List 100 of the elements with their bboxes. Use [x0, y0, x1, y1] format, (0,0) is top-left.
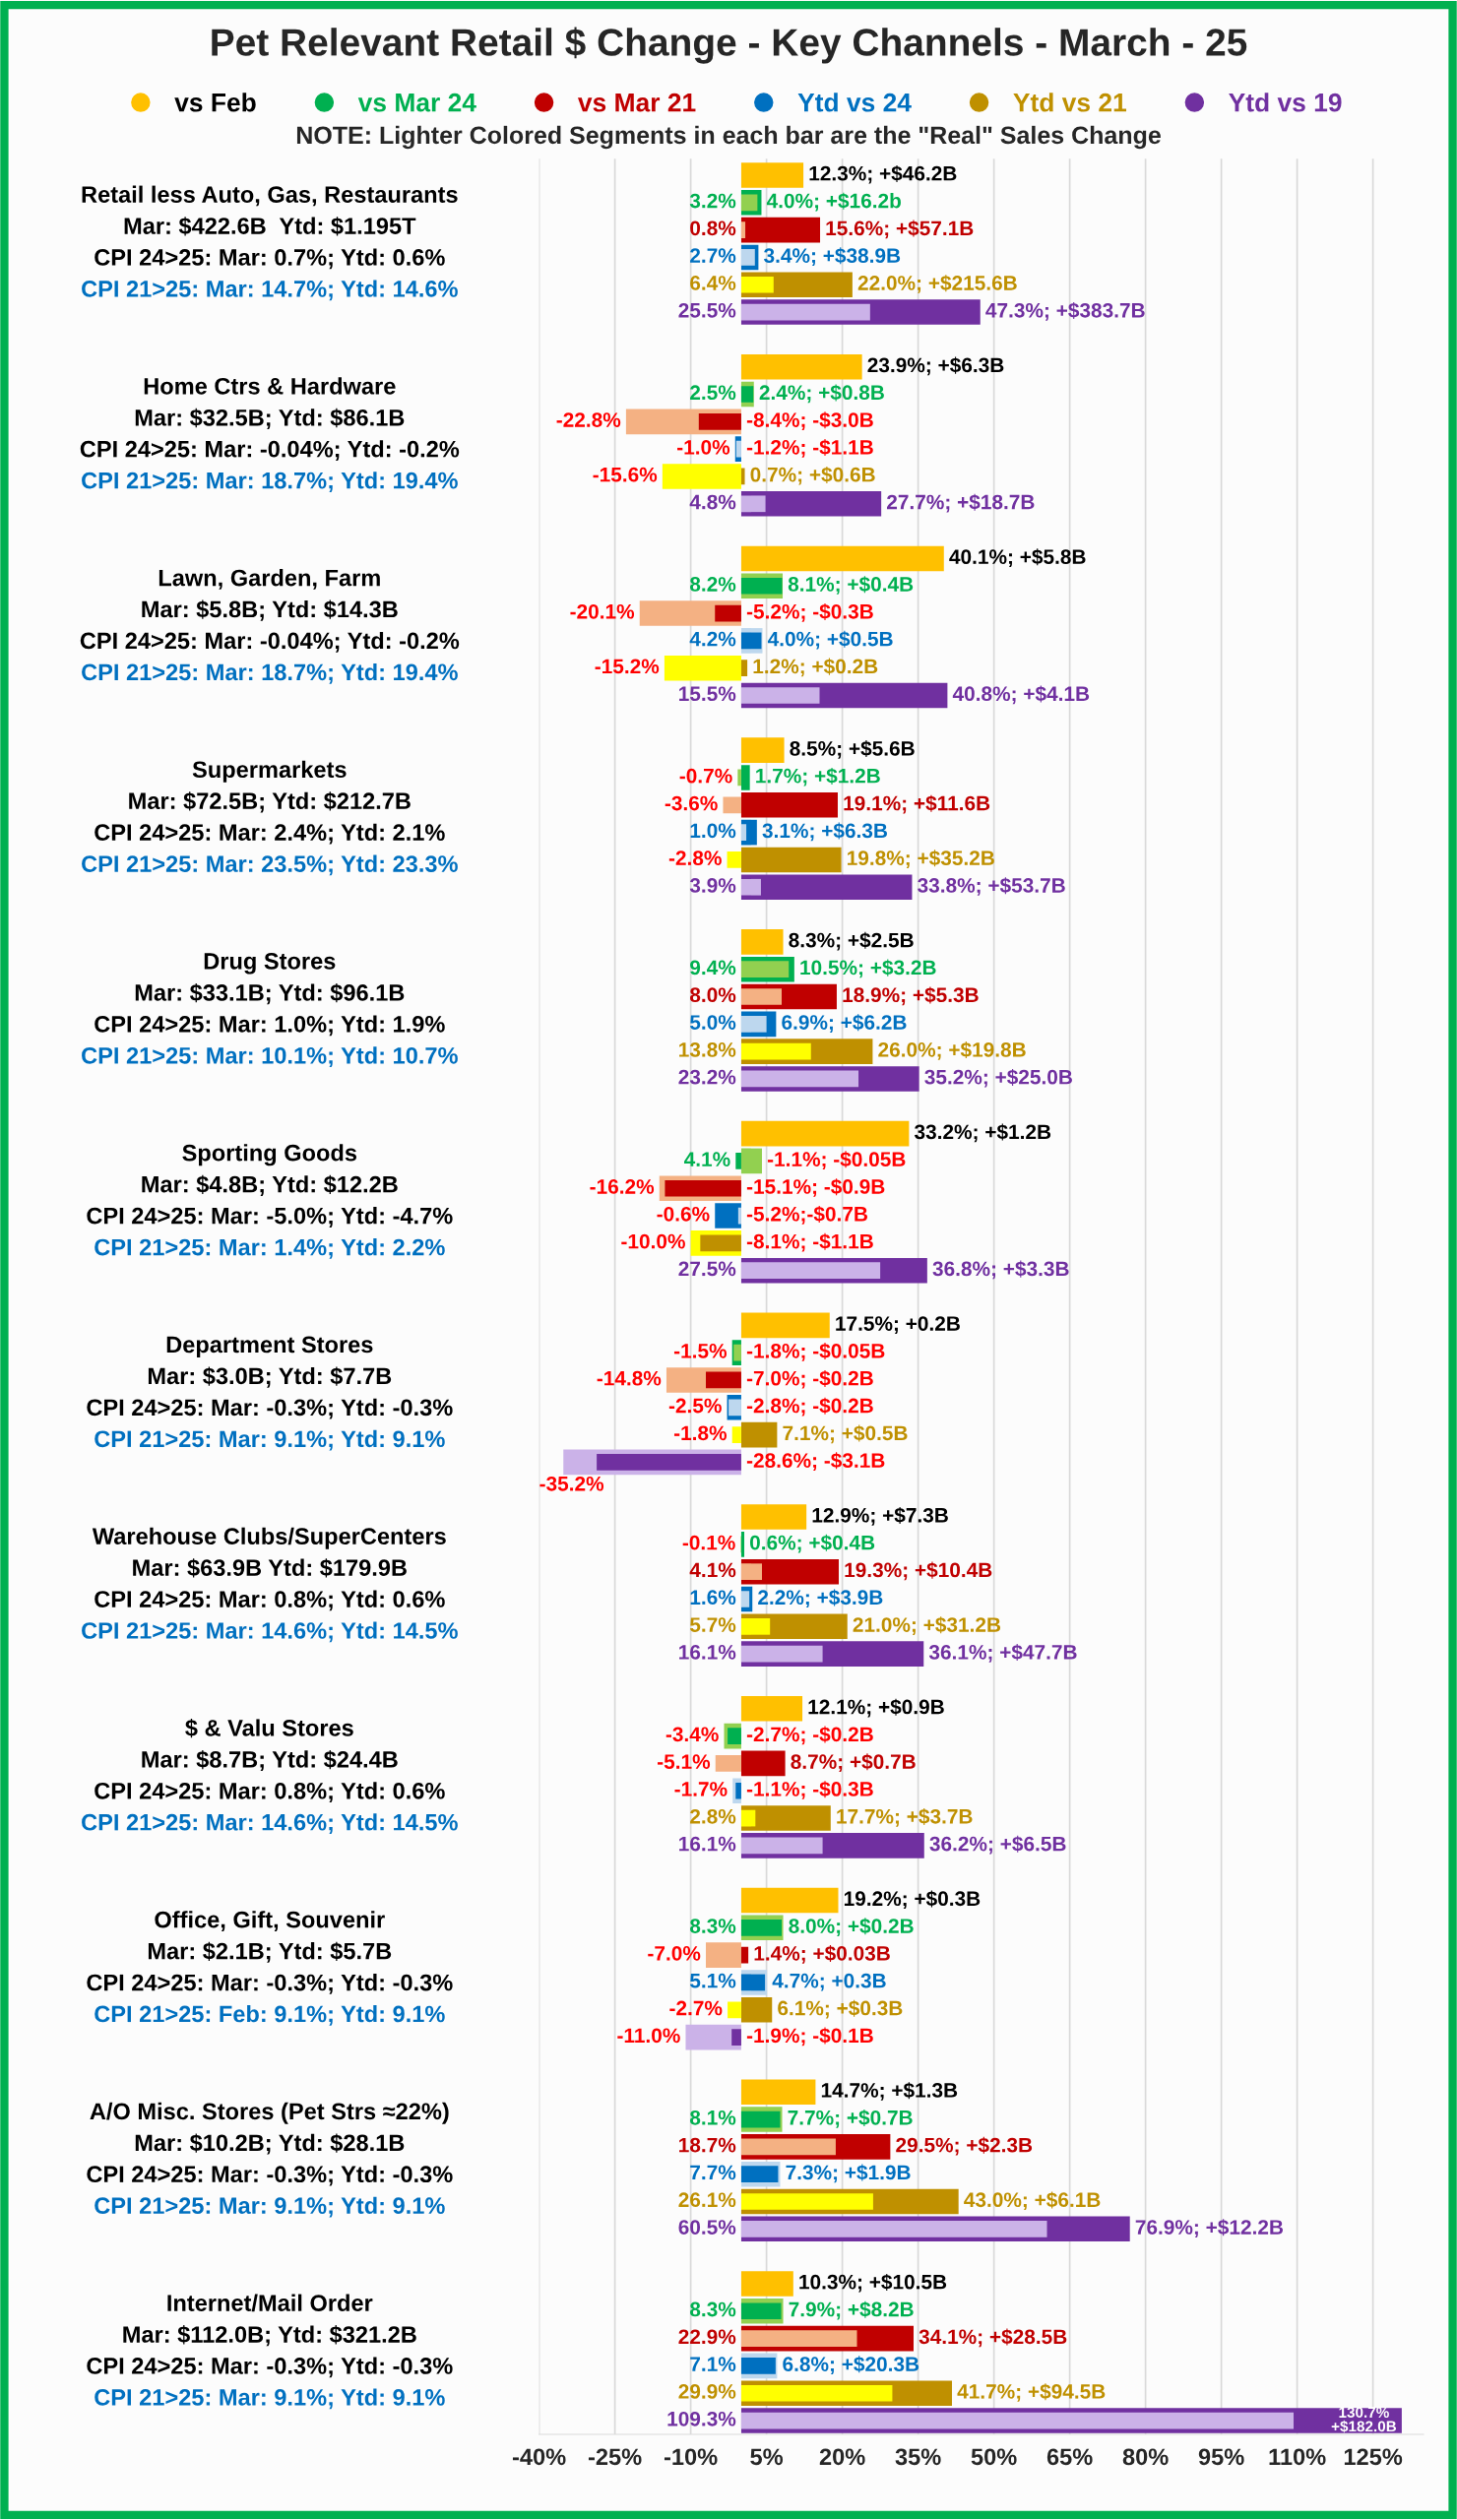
data-label: -0.7% — [679, 768, 732, 784]
y-tick-label: Drug Stores Mar: $33.1B; Ytd: $96.1B CPI 24>25: Mar: 1.0%; Ytd: 1.9% CPI 21>25: Mar: 10.1%; Ytd: 10.7% — [82, 953, 458, 1068]
data-label: -7.0% — [648, 1945, 701, 1961]
bar — [740, 162, 804, 188]
x-tick-label: 50% — [971, 2448, 1017, 2466]
data-label: 3.9% — [689, 878, 736, 893]
data-label: 2.5% — [690, 385, 736, 401]
data-label: 3.4%; +$38.9B — [764, 247, 901, 267]
data-label: -16.2% — [590, 1179, 655, 1194]
bar — [740, 386, 754, 403]
data-label: -1.8%; -$0.05B — [746, 1343, 885, 1361]
bar — [740, 1750, 786, 1777]
bar — [728, 1399, 741, 1417]
data-label: 8.3% — [689, 2301, 736, 2317]
bar — [740, 1563, 762, 1581]
y-tick-label: Internet/Mail Order Mar: $112.0B; Ytd: $321.2B CPI 24>25: Mar: -0.3%; Ytd: -0.3% CPI 21>25: Mar: 9.1%; Ytd: 9.1% — [87, 2294, 453, 2410]
bar — [740, 1504, 807, 1530]
data-label: 8.2% — [689, 577, 736, 592]
x-tick-label: 95% — [1198, 2448, 1244, 2466]
data-label: 5.0% — [689, 1015, 736, 1030]
data-label: 4.1% — [683, 1152, 730, 1166]
legend-label: vs Mar 21 — [577, 93, 696, 112]
y-tick-label: Supermarkets Mar: $72.5B; Ytd: $212.7B CPI 24>25: Mar: 2.4%; Ytd: 2.1% CPI 21>25: Mar: 23.5%; Ytd: 23.3% — [82, 760, 458, 876]
data-label: 6.1%; +$0.3B — [778, 1999, 903, 2019]
chart-title: Pet Relevant Retail $ Change - Key Channels - March - 25 — [212, 27, 1247, 64]
data-label: 14.7%; +$1.3B — [821, 2082, 958, 2101]
x-tick-label: 110% — [1269, 2448, 1326, 2466]
data-label: 1.4%; +$0.03B — [754, 1945, 890, 1964]
data-label: 29.5%; +$2.3B — [896, 2136, 1033, 2156]
data-label: 21.0%; +$31.2B — [853, 1616, 1001, 1635]
data-label: 36.2%; +$6.5B — [929, 1835, 1066, 1855]
legend-label: vs Feb — [174, 93, 256, 112]
x-tick-label: 20% — [819, 2448, 865, 2466]
bar — [740, 495, 766, 513]
data-label: 8.3%; +$2.5B — [789, 931, 914, 951]
y-tick-label: Sporting Goods Mar: $4.8B; Ytd: $12.2B CPI 24>25: Mar: -5.0%; Ytd: -4.7% CPI 21>25: Mar: 1.4%; Ytd: 2.2% — [87, 1144, 453, 1259]
data-label: 26.0%; +$19.8B — [878, 1041, 1026, 1060]
data-label: 8.5%; +$5.6B — [790, 740, 915, 759]
data-label: 4.0%; +$0.5B — [767, 630, 893, 650]
data-label: -8.4%; -$3.0B — [746, 411, 873, 430]
data-label: 1.0% — [690, 823, 736, 839]
data-label: 0.7%; +$0.6B — [750, 466, 875, 485]
data-label: 13.8% — [679, 1041, 736, 1057]
bar — [740, 1070, 859, 1088]
data-label: 6.8%; +$20.3B — [783, 2356, 919, 2375]
data-label: 29.9% — [678, 2384, 736, 2399]
bar — [740, 2302, 782, 2320]
data-label: 19.2%; +$0.3B — [844, 1890, 981, 1910]
data-label: 7.1% — [690, 2357, 736, 2371]
data-label: -1.0% — [677, 439, 730, 455]
bar — [740, 687, 820, 704]
bar — [740, 1996, 773, 2023]
data-label: 4.2% — [689, 631, 736, 647]
bar — [740, 1837, 823, 1855]
data-label: 36.1%; +$47.7B — [928, 1644, 1077, 1663]
bar — [740, 303, 870, 321]
bar — [740, 1617, 771, 1635]
bar — [735, 440, 741, 458]
y-tick-label: A/O Misc. Stores (Pet Strs ≈22%) Mar: $10.2B; Ytd: $28.1B CPI 24>25: Mar: -0.3%; Ytd: -0.3% CPI 21>25: Mar: 9.1%; Ytd: 9.1% — [87, 2102, 453, 2218]
data-label: 43.0%; +$6.1B — [964, 2191, 1101, 2211]
bar — [737, 1207, 741, 1225]
data-label: -0.1% — [682, 1535, 735, 1550]
bar — [727, 851, 741, 868]
data-label: 10.5%; +$3.2B — [800, 959, 936, 978]
bar — [740, 1120, 910, 1147]
bar — [740, 791, 838, 818]
data-label: 60.5% — [678, 2220, 736, 2235]
data-label: 36.8%; +$3.3B — [932, 1260, 1069, 1280]
legend-label: Ytd vs 24 — [797, 93, 912, 112]
data-label: 6.9%; +$6.2B — [782, 1014, 907, 1033]
x-tick-label: 65% — [1046, 2448, 1093, 2466]
bar — [740, 577, 783, 595]
data-label: -15.6% — [593, 467, 658, 482]
bar — [740, 929, 784, 955]
data-label: 27.5% — [678, 1261, 736, 1277]
y-tick-label: Office, Gift, Souvenir Mar: $2.1B; Ytd: $5.7B CPI 24>25: Mar: -0.3%; Ytd: -0.3% CPI 21>25: Feb: 9.1%; Ytd: 9.1% — [87, 1911, 453, 2026]
bar — [740, 2220, 1047, 2237]
data-label: -20.1% — [570, 603, 635, 619]
data-label: 22.0%; +$215.6B — [857, 275, 1017, 293]
data-label: 8.0% — [689, 987, 736, 1003]
x-tick-label: -25% — [588, 2448, 642, 2466]
data-label: 1.2%; +$0.2B — [753, 658, 878, 677]
data-label: 33.2%; +$1.2B — [914, 1123, 1051, 1143]
bar — [740, 353, 862, 380]
bar — [740, 1042, 811, 1060]
bar — [740, 988, 783, 1005]
data-label: 9.4% — [690, 960, 736, 976]
data-label: 4.0%; +$16.2b — [766, 192, 901, 212]
data-label: 22.9% — [678, 2329, 736, 2345]
data-label: 12.3%; +$46.2B — [809, 164, 957, 184]
data-label: 33.8%; +$53.7B — [918, 877, 1065, 896]
data-label: -8.1%; -$1.1B — [746, 1232, 873, 1252]
bar — [740, 1312, 830, 1339]
legend-label: Ytd vs 21 — [1013, 93, 1127, 112]
data-label: 2.7% — [690, 248, 736, 263]
legend-label: Ytd vs 19 — [1229, 93, 1342, 112]
data-label: 17.5%; +0.2B — [836, 1316, 960, 1334]
data-label: -1.9%; -$0.1B — [746, 2027, 873, 2047]
data-label: 18.7% — [679, 2137, 736, 2153]
bar — [740, 2193, 873, 2210]
